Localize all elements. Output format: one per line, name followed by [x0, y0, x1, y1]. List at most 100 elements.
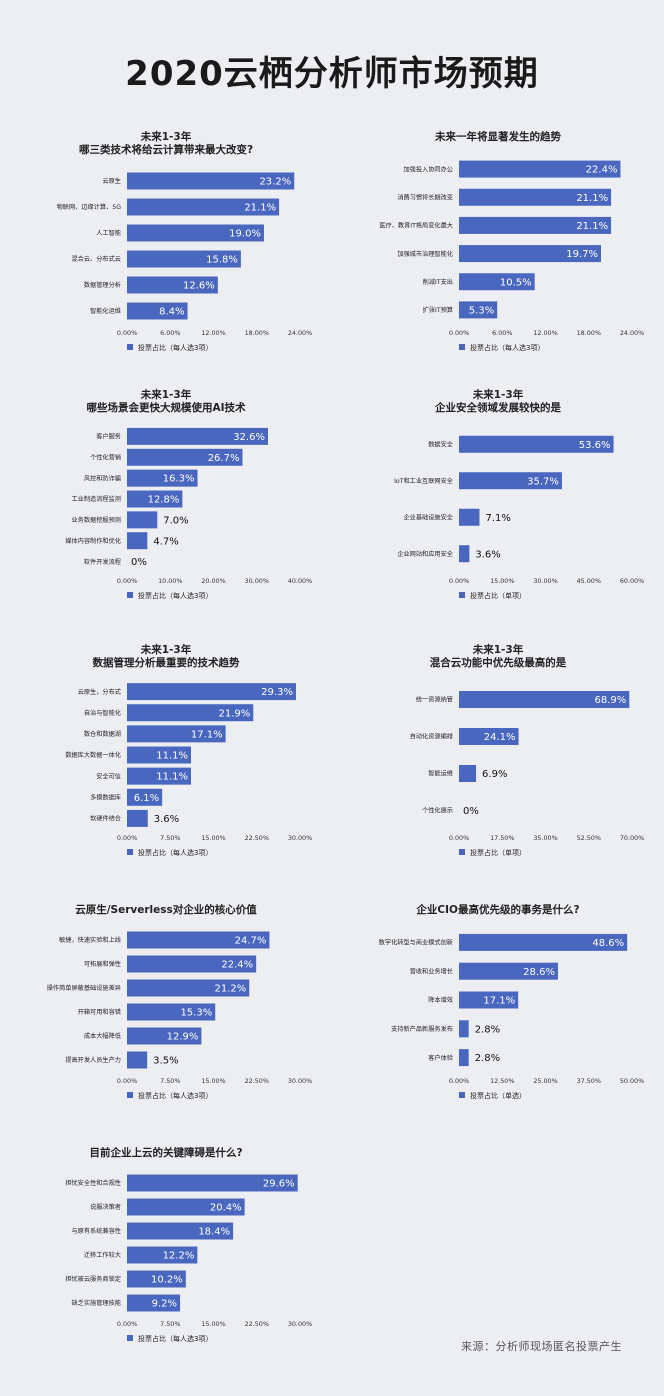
value-label: 21.1% [576, 193, 608, 204]
x-tick-label: 0.00% [117, 329, 137, 337]
category-label: 个性化营销 [90, 453, 121, 461]
bar [127, 979, 250, 997]
bar [127, 224, 264, 242]
legend-swatch [459, 344, 465, 350]
value-label: 11.1% [156, 751, 188, 762]
category-label: IoT和工业互联网安全 [394, 477, 454, 485]
source-note: 来源：分析师现场匿名投票产生 [461, 1340, 622, 1353]
bar [127, 511, 158, 529]
chart-title: 数据管理分析最重要的技术趋势 [92, 656, 240, 669]
category-label: 削减IT支出 [423, 278, 453, 286]
x-tick-label: 30.00% [533, 577, 557, 585]
category-label: 数字化转型与商业模式创新 [379, 939, 453, 947]
value-label: 3.6% [154, 814, 179, 825]
bar [127, 809, 148, 827]
category-label: 说服决策者 [90, 1203, 121, 1211]
x-tick-label: 0.00% [117, 834, 137, 842]
value-label: 28.6% [523, 967, 555, 978]
bar [127, 767, 192, 785]
bar [127, 746, 192, 764]
category-label: 与原有系统兼容性 [72, 1227, 122, 1235]
x-tick-label: 30.00% [288, 1320, 312, 1328]
category-label: 缺乏实施管理技能 [72, 1299, 122, 1307]
category-label: 智能化运维 [90, 307, 121, 315]
x-tick-label: 60.00% [620, 577, 644, 585]
bar [127, 448, 243, 466]
category-label: 云原生 [102, 177, 121, 185]
x-tick-label: 0.00% [449, 834, 469, 842]
category-label: 降本增效 [428, 996, 453, 1004]
bar [127, 1051, 148, 1069]
value-label: 17.1% [191, 729, 223, 740]
legend-label: 投票占比（单项） [470, 848, 526, 857]
bar [459, 545, 470, 563]
bar [459, 245, 602, 263]
legend-label: 投票占比（每人选3项） [138, 1334, 212, 1343]
chart-title: 未来一年将显著发生的趋势 [434, 130, 561, 143]
x-tick-label: 15.00% [201, 834, 225, 842]
category-label: 自治与智能化 [84, 709, 121, 717]
x-tick-label: 30.00% [288, 1077, 312, 1085]
value-label: 6.9% [482, 769, 507, 780]
bar [127, 1270, 186, 1288]
category-label: 加强投入协同办公 [404, 165, 454, 173]
x-tick-label: 12.00% [533, 329, 557, 337]
category-label: 企业网站和应用安全 [397, 550, 453, 558]
value-label: 6.1% [134, 793, 159, 804]
bar [127, 490, 183, 508]
value-label: 7.0% [163, 515, 188, 526]
category-label: 数据管理分析 [84, 281, 121, 289]
category-label: 物联网、边缘计算、5G [57, 203, 122, 211]
category-label: 支持新产品新服务发布 [391, 1025, 453, 1033]
category-label: 工业制造流程监测 [72, 495, 122, 503]
bar [127, 725, 226, 743]
bar [127, 427, 268, 445]
value-label: 21.1% [244, 203, 276, 214]
legend-swatch [127, 344, 133, 350]
chart-cio-priorities: 企业CIO最高优先级的事务是什么? 数字化转型与商业模式创新 48.6% 营收和业务增… [332, 893, 664, 1108]
value-label: 11.1% [156, 772, 188, 783]
category-label: 消费习惯将长期改变 [397, 193, 453, 201]
chart-hybrid-cloud: 未来1-3年 混合云功能中优先级最高的是 统一资源纳管 68.9% 自动化资源编排 24.… [332, 633, 664, 865]
x-tick-label: 15.00% [201, 1077, 225, 1085]
x-tick-label: 37.50% [577, 1077, 601, 1085]
chart-data-management: 未来1-3年 数据管理分析最重要的技术趋势 云原生，分布式 29.3% 自治与智能化 21… [0, 633, 332, 865]
value-label: 5.3% [469, 306, 494, 317]
x-tick-label: 6.00% [492, 329, 512, 337]
value-label: 7.1% [485, 513, 510, 524]
category-label: 人工智能 [96, 229, 121, 237]
chart-title: 企业安全领域发展较快的是 [434, 401, 561, 414]
chart-title: 企业CIO最高优先级的事务是什么? [415, 903, 579, 916]
category-label: 媒体内容制作和优化 [65, 537, 121, 545]
x-tick-label: 0.00% [449, 329, 469, 337]
bar [459, 188, 612, 206]
value-label: 12.9% [167, 1032, 199, 1043]
x-tick-label: 7.50% [160, 1320, 180, 1328]
value-label: 32.6% [233, 432, 265, 443]
value-label: 12.8% [148, 495, 180, 506]
x-tick-label: 15.00% [490, 577, 514, 585]
value-label: 12.6% [183, 281, 215, 292]
value-label: 22.4% [586, 165, 618, 176]
bar [127, 1222, 234, 1240]
x-tick-label: 35.00% [533, 834, 557, 842]
bar [459, 508, 480, 526]
category-label: 成本大幅降低 [84, 1032, 121, 1040]
value-label: 10.2% [151, 1275, 183, 1286]
value-label: 24.1% [484, 732, 516, 743]
category-label: 操作简单屏蔽基础设施差异 [47, 984, 121, 992]
bar [127, 276, 218, 294]
chart-title: 未来1-3年 [140, 643, 192, 656]
value-label: 15.8% [206, 255, 238, 266]
page-title: 2020云栖分析师市场预期 [125, 54, 539, 94]
legend-swatch [127, 592, 133, 598]
value-label: 12.2% [163, 1251, 195, 1262]
value-label: 2.8% [475, 1024, 500, 1035]
value-label: 4.7% [153, 536, 178, 547]
category-label: 营收和业务增长 [410, 967, 453, 975]
bar [127, 198, 280, 216]
value-label: 29.6% [263, 1179, 295, 1190]
x-tick-label: 17.50% [490, 834, 514, 842]
category-label: 数据库大数据一体化 [65, 751, 121, 759]
value-label: 24.7% [235, 936, 267, 947]
